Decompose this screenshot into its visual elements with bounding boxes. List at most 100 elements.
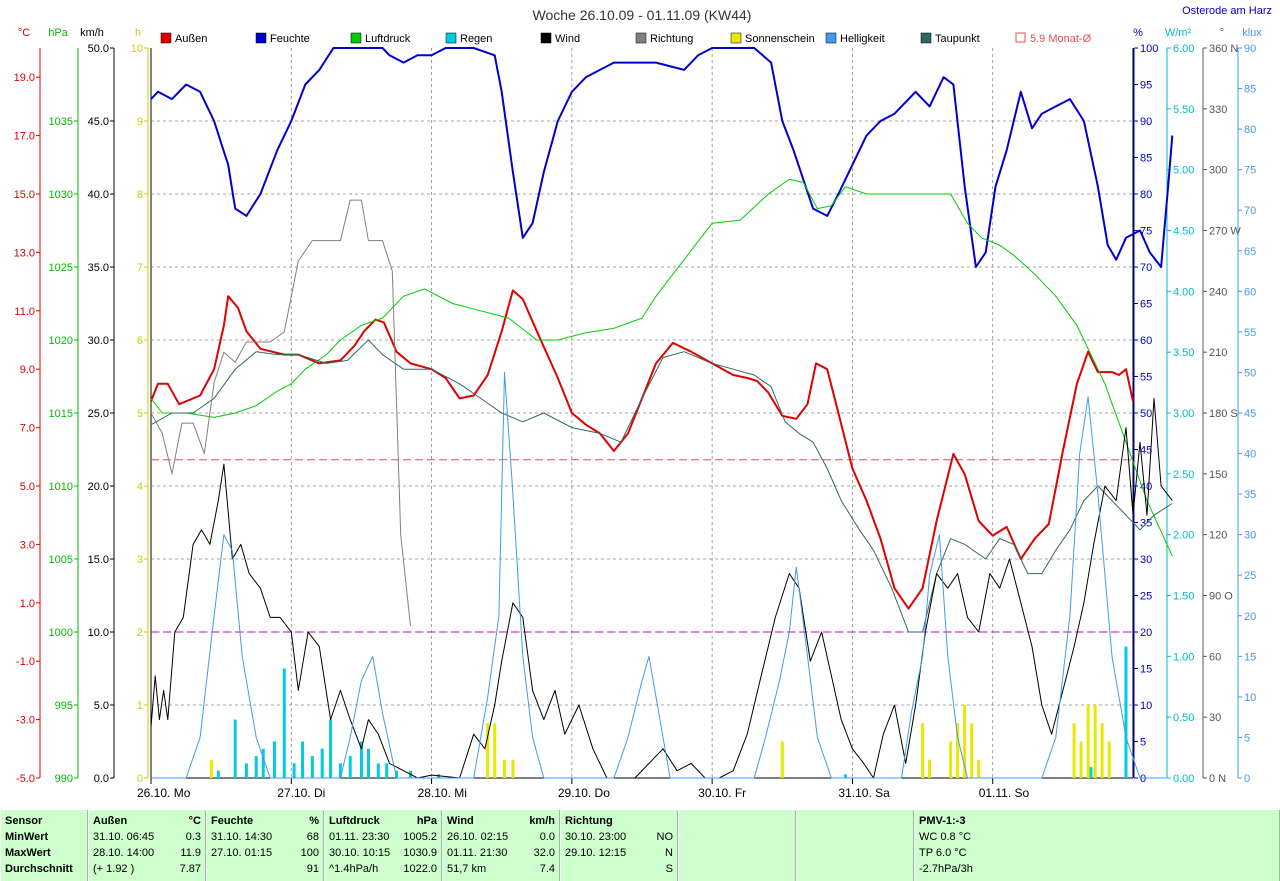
x-tick-label: 26.10. Mo: [137, 786, 191, 800]
klux-tick-label: 0: [1244, 773, 1250, 785]
x-tick-label: 31.10. Sa: [838, 786, 890, 800]
wm2-tick-label: 5.50: [1173, 104, 1194, 116]
pmv-windchill: WC 0.8 °C: [919, 831, 972, 843]
klux-tick-label: 70: [1244, 205, 1256, 217]
wm2-tick-label: 0.50: [1173, 712, 1194, 724]
stats-col-aussen: Außen °C 31.10. 06:45 0.3 28.10. 14:00 11.9…: [88, 810, 206, 881]
aussen-min: 0.3: [185, 831, 201, 843]
deg-tick-label: 30: [1209, 712, 1221, 724]
legend: Außen Feuchte Luftdruck Regen Wind Richtung So…: [160, 32, 1092, 45]
legend-label: Richtung: [650, 33, 693, 45]
wind-avg: 7.4: [539, 863, 555, 875]
bar-regen: [272, 741, 276, 778]
klux-tick-label: 20: [1244, 611, 1256, 623]
x-tick-label: 29.10. Do: [558, 786, 610, 800]
wind-max: 32.0: [533, 847, 555, 859]
richtung-min: NO: [656, 831, 674, 843]
bar-sonnenschein: [977, 759, 981, 778]
wm2-tick-label: 4.50: [1173, 226, 1194, 238]
h-tick-label: 1: [137, 700, 143, 712]
wind-distance: 51,7 km: [447, 863, 487, 875]
temp-tick-label: 11.0: [14, 306, 35, 318]
bar-regen: [376, 763, 380, 778]
bar-sonnenschein: [928, 759, 932, 778]
legend-swatch: [635, 32, 647, 44]
wind-min-time: 26.10. 02:15: [447, 831, 509, 843]
pct-tick-label: 65: [1140, 299, 1152, 311]
hpa-tick-label: 1000: [49, 627, 73, 639]
richtung-header: Richtung: [565, 815, 613, 827]
h-tick-label: 2: [137, 627, 143, 639]
klux-tick-label: 60: [1244, 286, 1256, 298]
bar-sonnenschein: [493, 723, 497, 778]
bar-regen: [282, 668, 286, 778]
aussen-avg: 7.87: [179, 863, 201, 875]
bar-regen: [359, 741, 363, 778]
legend-label: 5.9 Monat-Ø: [1030, 33, 1092, 45]
pct-tick-label: 55: [1140, 372, 1152, 384]
pmv-taupunkt: TP 6.0 °C: [919, 847, 967, 859]
klux-tick-label: 5: [1244, 732, 1250, 744]
hpa-tick-label: 1015: [49, 408, 73, 420]
pmv-trend: -2.7hPa/3h: [919, 863, 973, 875]
wm2-tick-label: 4.00: [1173, 286, 1194, 298]
pct-tick-label: 15: [1140, 664, 1152, 676]
legend-swatch: [160, 32, 172, 44]
bars-layer: [209, 646, 1128, 778]
h-tick-label: 7: [137, 262, 143, 274]
stats-col-wind: Wind km/h 26.10. 02:15 0.0 01.11. 21:30 32.…: [442, 810, 560, 881]
luftdruck-max-time: 30.10. 10:15: [329, 847, 391, 859]
series-richtung-line: [150, 199, 411, 626]
klux-tick-label: 50: [1244, 367, 1256, 379]
wm2-tick-label: 0.00: [1173, 773, 1194, 785]
temp-tick-label: 1.0: [20, 598, 35, 610]
kmh-tick-label: 40.0: [88, 189, 109, 201]
bar-sonnenschein: [503, 759, 507, 778]
series-außen-line: [150, 289, 1134, 610]
x-tick-label: 27.10. Di: [277, 786, 325, 800]
bar-regen: [395, 770, 398, 778]
kmh-tick-label: 25.0: [88, 408, 109, 420]
temp-tick-label: 3.0: [20, 539, 35, 551]
deg-tick-label: 330: [1209, 104, 1227, 116]
bar-sonnenschein: [1107, 741, 1111, 778]
kmh-tick-label: 35.0: [88, 262, 109, 274]
h-tick-label: 4: [137, 481, 143, 493]
wind-header: Wind: [447, 815, 474, 827]
temp-tick-label: 15.0: [14, 189, 35, 201]
stats-col-sensor: Sensor MinWert MaxWert Durchschnitt: [0, 810, 88, 881]
kmh-tick-label: 5.0: [94, 700, 109, 712]
legend-label: Feuchte: [270, 33, 310, 45]
stats-col-richtung: Richtung 30.10. 23:00 NO 29.10. 12:15 N S: [560, 810, 678, 881]
sensor-header: Sensor: [5, 815, 43, 827]
deg-tick-label: 150: [1209, 469, 1227, 481]
temp-tick-label: -3.0: [16, 715, 35, 727]
legend-swatch: [1015, 32, 1026, 43]
deg-tick-label: 210: [1209, 347, 1227, 359]
klux-tick-label: 15: [1244, 651, 1256, 663]
feuchte-avg: 91: [306, 863, 319, 875]
durchschnitt-label: Durchschnitt: [5, 863, 73, 875]
klux-tick-label: 10: [1244, 692, 1256, 704]
wind-unit: km/h: [529, 815, 555, 827]
wm2-tick-label: 2.50: [1173, 469, 1194, 481]
hpa-tick-label: 1030: [49, 189, 73, 201]
deg-tick-label: 240: [1209, 286, 1227, 298]
pct-tick-label: 45: [1140, 445, 1152, 457]
bar-regen: [1089, 767, 1093, 778]
bar-regen: [348, 756, 352, 778]
pct-tick-label: 25: [1140, 591, 1152, 603]
klux-tick-label: 40: [1244, 449, 1256, 461]
klux-tick-label: 55: [1244, 327, 1256, 339]
kmh-tick-label: 15.0: [88, 554, 109, 566]
bar-regen: [320, 748, 324, 778]
legend-label: Außen: [175, 33, 207, 45]
series-wind-line: [150, 397, 1173, 779]
temp-tick-label: 17.0: [14, 131, 35, 143]
pct-tick-label: 85: [1140, 153, 1152, 165]
pct-tick-label: 20: [1140, 627, 1152, 639]
minwert-label: MinWert: [5, 831, 49, 843]
h-tick-label: 9: [137, 116, 143, 128]
temp-tick-label: 13.0: [14, 247, 35, 259]
richtung-avg: S: [665, 863, 673, 875]
